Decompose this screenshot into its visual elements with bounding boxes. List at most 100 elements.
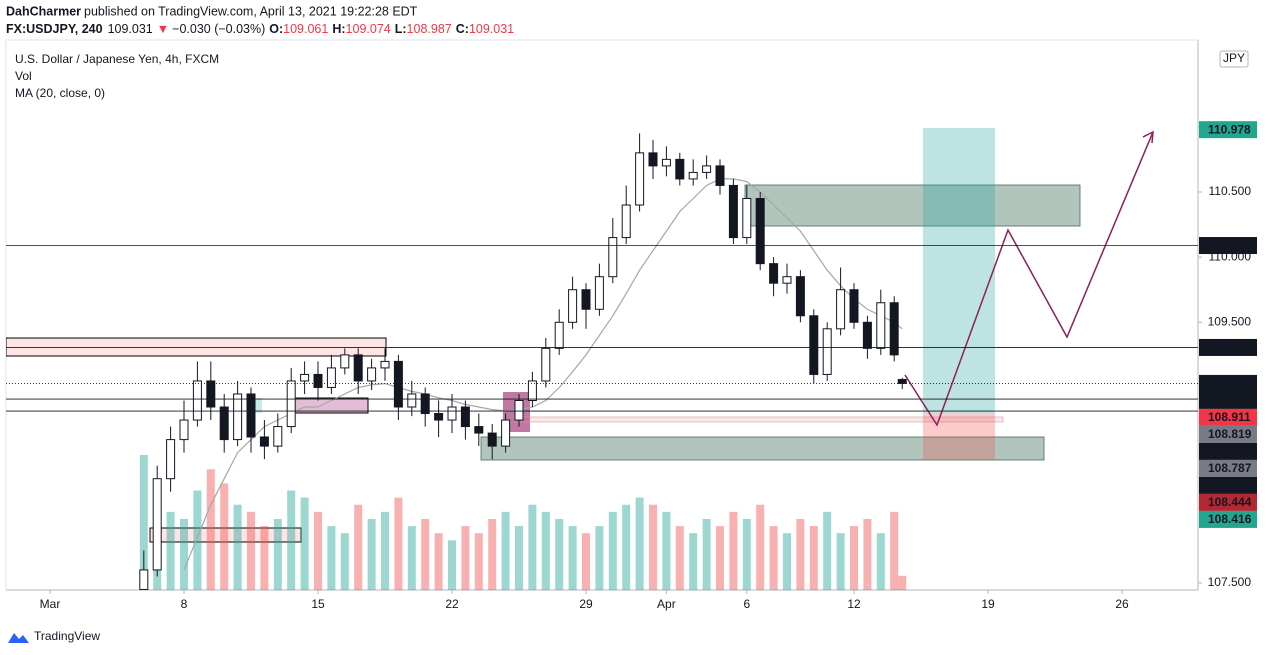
volume-bar: [394, 497, 403, 590]
brand: TradingView: [34, 629, 100, 643]
price-marker-label: 108.723: [1208, 478, 1252, 492]
y-tick-label: 107.500: [1208, 575, 1252, 589]
drawings: [6, 128, 1154, 543]
candle-body: [527, 380, 537, 401]
volume-bar: [608, 511, 617, 590]
price-marker: [1199, 374, 1257, 409]
candle-body: [179, 419, 189, 441]
candle-body: [286, 380, 296, 428]
high-label: H:: [332, 22, 345, 36]
close-value: 109.031: [469, 22, 514, 36]
projection-arrow: [1142, 130, 1154, 144]
candle-body: [862, 321, 872, 349]
volume-bar: [809, 526, 818, 590]
change-arrow: ▼: [157, 22, 169, 36]
x-tick-label: 6: [743, 597, 750, 611]
open-label: O:: [269, 22, 283, 36]
countdown: 01:37:42: [1208, 393, 1255, 407]
price-marker: [1199, 338, 1257, 356]
volume-bar: [796, 518, 805, 590]
volume-bar: [407, 526, 416, 590]
y-tick-label: 109.500: [1208, 314, 1252, 328]
candle-body: [501, 419, 511, 447]
symbol-text: FX:USDJPY, 240: [6, 22, 103, 36]
volume-bar: [702, 518, 711, 590]
volume-bar: [729, 511, 738, 590]
volume-bar: [300, 497, 309, 590]
candle-body: [300, 373, 310, 382]
volume-bar: [381, 511, 390, 590]
volume-bar: [273, 518, 282, 590]
volume-bar: [689, 533, 698, 590]
volume-bar: [206, 469, 215, 590]
volume-bar: [421, 518, 430, 590]
candle-body: [353, 354, 363, 382]
volume-bar: [742, 518, 751, 590]
volume-bar: [434, 533, 443, 590]
candle-body: [889, 302, 899, 356]
high-value: 109.074: [346, 22, 391, 36]
volume-bar: [461, 526, 470, 590]
candle-body: [219, 406, 229, 441]
candle-body: [728, 184, 738, 239]
volume-bar: [220, 483, 229, 590]
candle-body: [782, 276, 792, 284]
legend-item: Vol: [15, 69, 32, 83]
candle-body: [152, 478, 162, 571]
volume-bar: [528, 504, 537, 590]
price-marker: [1199, 408, 1257, 426]
price-marker: [1199, 121, 1257, 139]
zone: [744, 184, 1081, 227]
volume-bar: [568, 526, 577, 590]
symbol: FX:USDJPY, 240 109.031 ▼ −0.030 (−0.03%) O:1…: [6, 22, 514, 36]
candle-body: [139, 569, 149, 590]
volume-bar: [260, 526, 269, 590]
volume-bar: [515, 526, 524, 590]
volume-bar: [474, 533, 483, 590]
candle-body: [420, 393, 430, 415]
candle-body: [702, 165, 712, 173]
price-marker: [1199, 493, 1257, 511]
candle-body: [407, 393, 417, 408]
candle-body: [836, 289, 846, 330]
price-marker: [1199, 510, 1257, 528]
price-marker: [1199, 459, 1257, 477]
price-marker-label: 110.089: [1208, 238, 1251, 252]
candle-body: [514, 399, 524, 421]
candle-body: [635, 152, 645, 206]
candle-body: [568, 289, 578, 323]
price-marker-label: 108.811: [1208, 444, 1251, 458]
volume-bar: [756, 504, 765, 590]
volume-bar: [635, 497, 644, 590]
candle-body: [661, 158, 671, 167]
x-tick-label: Mar: [40, 597, 61, 611]
x-tick-label: 26: [1115, 597, 1129, 611]
volume-bar: [836, 533, 845, 590]
candle-body: [621, 204, 631, 239]
candle-body: [340, 354, 350, 369]
candle-body: [192, 380, 202, 421]
volume-bar: [876, 533, 885, 590]
volume-bar: [193, 490, 202, 590]
x-tick-label: 15: [311, 597, 325, 611]
y-tick-label: 110.500: [1209, 184, 1252, 198]
price-marker-label: 110.978: [1208, 122, 1251, 136]
low-value: 108.987: [407, 22, 452, 36]
currency-badge: [1219, 50, 1249, 68]
x-tick-label: 29: [579, 597, 593, 611]
volume-bar: [769, 526, 778, 590]
publish-info: published on TradingView.com, April 13, …: [84, 4, 418, 18]
candle-body: [897, 379, 907, 384]
volume-bar: [595, 526, 604, 590]
zone: [149, 527, 302, 543]
candle-body: [594, 276, 604, 310]
candle-body: [367, 367, 377, 382]
candle-body: [447, 406, 457, 421]
volume-bar: [555, 518, 564, 590]
volume-bar: [863, 518, 872, 590]
candle-body: [581, 289, 591, 310]
candle-body: [675, 158, 685, 180]
legend-item: MA (20, close, 0): [15, 86, 105, 100]
last-price: 109.031: [108, 22, 153, 36]
